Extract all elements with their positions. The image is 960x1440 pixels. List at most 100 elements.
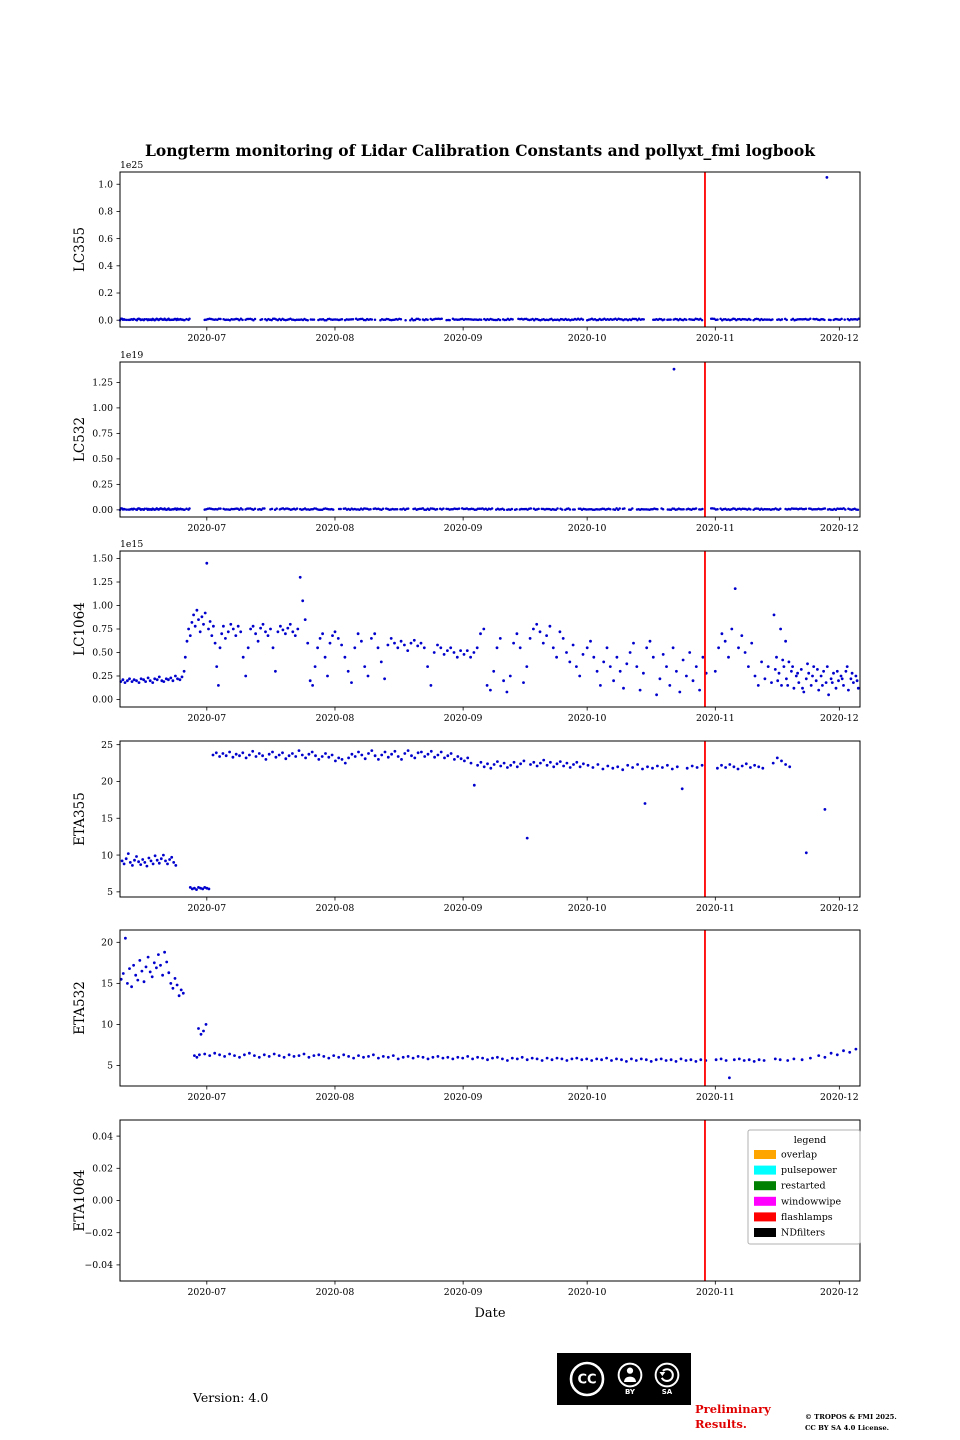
svg-text:2020-11: 2020-11 bbox=[696, 1287, 735, 1298]
svg-text:15: 15 bbox=[101, 813, 113, 824]
svg-text:1.0: 1.0 bbox=[98, 179, 113, 190]
svg-text:0.50: 0.50 bbox=[92, 648, 113, 659]
svg-text:0.6: 0.6 bbox=[98, 234, 113, 245]
svg-text:0.04: 0.04 bbox=[92, 1131, 113, 1142]
svg-text:ETA355: ETA355 bbox=[72, 792, 88, 846]
svg-text:1.25: 1.25 bbox=[92, 577, 113, 588]
figure-title: Longterm monitoring of Lidar Calibration… bbox=[145, 141, 815, 160]
svg-text:0.02: 0.02 bbox=[92, 1164, 113, 1175]
subplot-lc1064: 0.00 0.25 0.50 0.75 1.00 1.25 1.50 2020-07 2020-… bbox=[72, 539, 861, 724]
svg-text:2020-10: 2020-10 bbox=[568, 333, 607, 344]
svg-text:2020-10: 2020-10 bbox=[568, 1092, 607, 1103]
svg-text:2020-12: 2020-12 bbox=[820, 713, 859, 724]
svg-text:2020-10: 2020-10 bbox=[568, 523, 607, 534]
svg-text:LC532: LC532 bbox=[72, 417, 88, 462]
svg-text:0.4: 0.4 bbox=[98, 261, 113, 272]
copyright-line1: © TROPOS & FMI 2025. bbox=[805, 1413, 897, 1421]
svg-text:2020-09: 2020-09 bbox=[444, 903, 483, 914]
subplot-eta1064: −0.04 −0.02 0.00 0.02 0.04 2020-07 2020-08 2020… bbox=[72, 1119, 861, 1298]
version-text: Version: 4.0 bbox=[193, 1390, 269, 1405]
svg-text:0.75: 0.75 bbox=[92, 624, 113, 635]
svg-text:2020-10: 2020-10 bbox=[568, 1287, 607, 1298]
svg-text:20: 20 bbox=[101, 938, 113, 949]
by-label: BY bbox=[624, 1388, 636, 1396]
svg-text:2020-09: 2020-09 bbox=[444, 523, 483, 534]
cc-license-badge: CC BY SA bbox=[557, 1353, 691, 1405]
svg-text:2020-11: 2020-11 bbox=[696, 333, 735, 344]
svg-text:LC355: LC355 bbox=[72, 227, 88, 272]
svg-text:ETA532: ETA532 bbox=[72, 981, 88, 1035]
svg-text:1e19: 1e19 bbox=[120, 350, 143, 361]
sa-arrow-icon bbox=[654, 1362, 680, 1388]
svg-text:2020-10: 2020-10 bbox=[568, 713, 607, 724]
by-person-icon bbox=[617, 1362, 643, 1388]
svg-text:0.00: 0.00 bbox=[92, 505, 113, 516]
svg-text:2020-11: 2020-11 bbox=[696, 523, 735, 534]
svg-text:2020-11: 2020-11 bbox=[696, 903, 735, 914]
svg-text:ETA1064: ETA1064 bbox=[72, 1169, 88, 1231]
preliminary-line1: Preliminary bbox=[695, 1402, 771, 1416]
svg-text:restarted: restarted bbox=[781, 1181, 826, 1192]
svg-text:2020-07: 2020-07 bbox=[187, 1287, 226, 1298]
subplot-lc532: 0.00 0.25 0.50 0.75 1.00 1.25 2020-07 2020-08 20… bbox=[72, 350, 861, 534]
svg-text:2020-08: 2020-08 bbox=[316, 333, 355, 344]
lidar-calibration-figure: 0.0 0.2 0.4 0.6 0.8 1.0 2020-07 2020-08 2020-09 2… bbox=[72, 160, 861, 1321]
svg-text:2020-11: 2020-11 bbox=[696, 713, 735, 724]
svg-text:2020-07: 2020-07 bbox=[187, 523, 226, 534]
subplot-lc355: 0.0 0.2 0.4 0.6 0.8 1.0 2020-07 2020-08 2020-09 2… bbox=[72, 160, 861, 344]
svg-text:0.25: 0.25 bbox=[92, 480, 113, 491]
svg-text:0.75: 0.75 bbox=[92, 429, 113, 440]
legend: legend overlap pulsepower restarted windowwi… bbox=[747, 1129, 861, 1245]
svg-text:legend: legend bbox=[794, 1135, 827, 1146]
svg-text:0.2: 0.2 bbox=[98, 288, 113, 299]
svg-text:2020-12: 2020-12 bbox=[820, 1287, 859, 1298]
svg-text:5: 5 bbox=[107, 887, 113, 898]
svg-text:0.00: 0.00 bbox=[92, 695, 113, 706]
svg-text:2020-12: 2020-12 bbox=[820, 523, 859, 534]
svg-text:10: 10 bbox=[101, 850, 113, 861]
svg-text:5: 5 bbox=[107, 1061, 113, 1072]
svg-text:2020-08: 2020-08 bbox=[316, 523, 355, 534]
sa-label: SA bbox=[661, 1388, 673, 1396]
svg-text:1.00: 1.00 bbox=[92, 601, 113, 612]
svg-text:2020-08: 2020-08 bbox=[316, 903, 355, 914]
cc-logo-icon: CC bbox=[569, 1361, 605, 1397]
svg-text:0.50: 0.50 bbox=[92, 454, 113, 465]
svg-text:1e25: 1e25 bbox=[120, 160, 143, 171]
svg-text:NDfilters: NDfilters bbox=[781, 1228, 825, 1239]
copyright-note: © TROPOS & FMI 2025. CC BY SA 4.0 Licens… bbox=[805, 1412, 897, 1434]
svg-text:2020-08: 2020-08 bbox=[316, 713, 355, 724]
svg-text:1.25: 1.25 bbox=[92, 378, 113, 389]
svg-text:2020-09: 2020-09 bbox=[444, 1287, 483, 1298]
svg-text:2020-12: 2020-12 bbox=[820, 903, 859, 914]
svg-text:20: 20 bbox=[101, 777, 113, 788]
subplot-eta532: 5 10 15 20 2020-07 2020-08 2020-09 2020-10 2020-… bbox=[72, 929, 861, 1103]
svg-text:1.00: 1.00 bbox=[92, 403, 113, 414]
svg-text:overlap: overlap bbox=[781, 1150, 817, 1161]
svg-text:pulsepower: pulsepower bbox=[781, 1165, 837, 1176]
svg-text:2020-07: 2020-07 bbox=[187, 333, 226, 344]
svg-text:LC1064: LC1064 bbox=[72, 602, 88, 656]
by-badge-column: BY bbox=[617, 1362, 643, 1396]
svg-text:windowwipe: windowwipe bbox=[781, 1196, 841, 1207]
svg-text:2020-09: 2020-09 bbox=[444, 1092, 483, 1103]
svg-text:2020-11: 2020-11 bbox=[696, 1092, 735, 1103]
preliminary-note: Preliminary Results. bbox=[695, 1402, 771, 1432]
preliminary-line2: Results. bbox=[695, 1416, 747, 1431]
svg-text:1.50: 1.50 bbox=[92, 554, 113, 565]
svg-text:2020-10: 2020-10 bbox=[568, 903, 607, 914]
svg-text:15: 15 bbox=[101, 979, 113, 990]
svg-text:flashlamps: flashlamps bbox=[781, 1212, 833, 1223]
svg-text:−0.04: −0.04 bbox=[85, 1260, 114, 1271]
svg-text:25: 25 bbox=[101, 740, 113, 751]
svg-text:2020-09: 2020-09 bbox=[444, 333, 483, 344]
svg-text:0.0: 0.0 bbox=[98, 315, 113, 326]
svg-text:−0.02: −0.02 bbox=[85, 1228, 114, 1239]
sa-badge-column: SA bbox=[654, 1362, 680, 1396]
svg-text:0.25: 0.25 bbox=[92, 671, 113, 682]
svg-text:2020-08: 2020-08 bbox=[316, 1287, 355, 1298]
svg-text:2020-12: 2020-12 bbox=[820, 1092, 859, 1103]
svg-text:2020-08: 2020-08 bbox=[316, 1092, 355, 1103]
svg-text:10: 10 bbox=[101, 1020, 113, 1031]
